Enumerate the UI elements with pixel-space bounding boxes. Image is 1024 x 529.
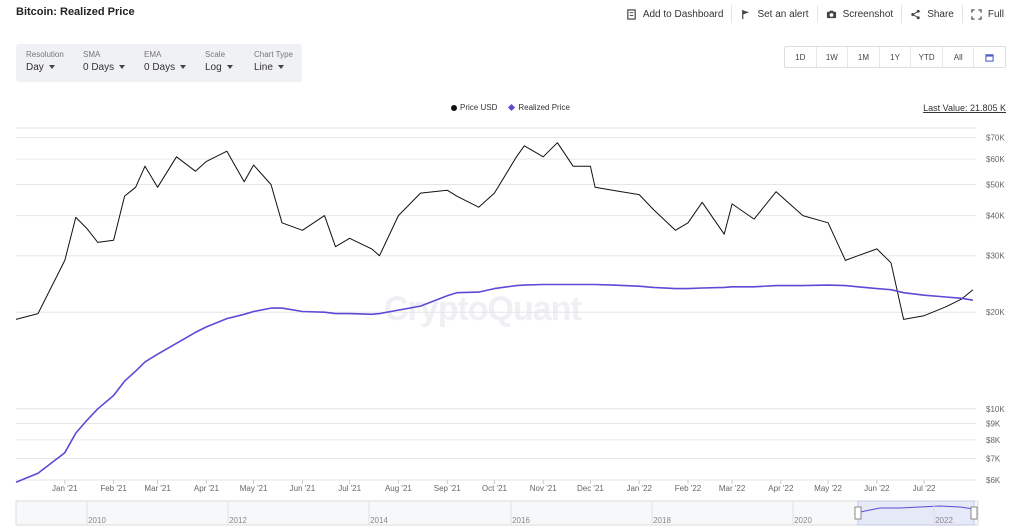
sma-select[interactable]: 0 Days: [83, 62, 125, 73]
chart-type-label: Chart Type: [254, 50, 293, 59]
share-button[interactable]: Share: [901, 5, 962, 23]
x-tick-label: Jul '21: [338, 484, 361, 493]
navigator-year-label: 2022: [935, 516, 953, 525]
set-alert-label: Set an alert: [757, 8, 809, 20]
sma-control[interactable]: SMA 0 Days: [83, 50, 125, 73]
set-alert-button[interactable]: Set an alert: [731, 5, 816, 23]
x-tick-label: Feb '21: [100, 484, 127, 493]
dashboard-icon: [627, 8, 636, 20]
share-label: Share: [927, 8, 954, 20]
x-tick-label: Apr '22: [768, 484, 794, 493]
camera-icon: [826, 10, 836, 18]
navigator-year-label: 2010: [88, 516, 106, 525]
flag-icon: [742, 9, 750, 19]
x-tick-label: Mar '22: [719, 484, 746, 493]
x-tick-label: Jan '22: [626, 484, 652, 493]
chart-legend: Price USD Realized Price: [451, 103, 582, 112]
navigator-selection: [857, 500, 975, 526]
realized-price-line: [15, 283, 974, 484]
x-tick-label: Jul '22: [913, 484, 936, 493]
legend-realized-label: Realized Price: [518, 103, 570, 112]
navigator-year-label: 2016: [512, 516, 530, 525]
chart-type-control[interactable]: Chart Type Line: [254, 50, 293, 73]
range-1m-button[interactable]: 1M: [847, 47, 879, 67]
y-tick-label: $20K: [986, 308, 1005, 317]
resolution-label: Resolution: [26, 50, 64, 59]
x-tick-label: May '22: [814, 484, 842, 493]
ema-label: EMA: [144, 50, 162, 59]
calendar-button[interactable]: [973, 47, 1005, 67]
page-title: Bitcoin: Realized Price: [16, 6, 135, 18]
y-tick-label: $6K: [986, 476, 1001, 485]
x-tick-label: Jun '22: [864, 484, 890, 493]
navigator-year-label: 2014: [370, 516, 388, 525]
x-tick-label: Sep '21: [434, 484, 461, 493]
navigator-frame: [15, 500, 979, 526]
y-tick-label: $30K: [986, 252, 1005, 261]
range-all-button[interactable]: All: [941, 47, 974, 67]
y-tick-label: $40K: [986, 212, 1005, 221]
x-tick-label: Oct '21: [482, 484, 508, 493]
x-tick-label: Apr '21: [194, 484, 220, 493]
x-tick-label: Mar '21: [144, 484, 171, 493]
y-tick-label: $8K: [986, 436, 1001, 445]
header: Bitcoin: Realized Price Add to Dashboard…: [0, 0, 1024, 28]
screenshot-button[interactable]: Screenshot: [816, 5, 902, 23]
resolution-select[interactable]: Day: [26, 62, 64, 73]
resolution-control[interactable]: Resolution Day: [26, 50, 64, 73]
price-marker: [451, 104, 457, 111]
x-tick-label: Nov '21: [530, 484, 557, 493]
legend-price-label: Price USD: [460, 103, 498, 112]
y-tick-label: $10K: [986, 405, 1005, 414]
calendar-icon: [985, 53, 994, 62]
chart-controls: Resolution Day SMA 0 Days EMA 0 Days Sca…: [16, 44, 302, 82]
range-1d-button[interactable]: 1D: [795, 52, 806, 62]
watermark: CryptoQuant: [384, 290, 582, 328]
x-tick-label: Jan '21: [52, 484, 78, 493]
sma-label: SMA: [83, 50, 101, 59]
x-tick-label: May '21: [240, 484, 268, 493]
add-to-dashboard-button[interactable]: Add to Dashboard: [618, 5, 732, 23]
y-tick-label: $50K: [986, 181, 1005, 190]
ema-control[interactable]: EMA 0 Days: [144, 50, 186, 73]
last-value: Last Value: 21.805 K: [923, 103, 1006, 113]
fullscreen-icon: [971, 8, 982, 20]
navigator-right-handle[interactable]: [970, 506, 978, 520]
fullscreen-button[interactable]: Full: [961, 5, 1012, 23]
scale-select[interactable]: Log: [205, 62, 233, 73]
x-tick-label: Dec '21: [577, 484, 604, 493]
share-icon: [911, 9, 920, 19]
toolbar: Add to Dashboard Set an alert Screenshot…: [618, 4, 1012, 24]
x-tick-label: Feb '22: [675, 484, 702, 493]
navigator-line: [859, 505, 975, 513]
legend-item-realized[interactable]: Realized Price: [508, 103, 570, 112]
chart-type-select[interactable]: Line: [254, 62, 293, 73]
range-selector: 1D 1W 1M 1Y YTD All: [784, 46, 1006, 68]
legend-item-price[interactable]: Price USD: [451, 103, 497, 112]
navigator-year-label: 2020: [794, 516, 812, 525]
range-1y-button[interactable]: 1Y: [878, 47, 911, 67]
fullscreen-label: Full: [987, 8, 1004, 20]
y-tick-label: $60K: [986, 155, 1005, 164]
scale-label: Scale: [205, 50, 226, 59]
y-tick-label: $9K: [986, 419, 1001, 428]
x-tick-label: Aug '21: [385, 484, 412, 493]
y-tick-label: $70K: [986, 134, 1005, 143]
price-usd-line: [15, 142, 974, 320]
x-tick-label: Jun '21: [290, 484, 316, 493]
scale-control[interactable]: Scale Log: [205, 50, 233, 73]
screenshot-label: Screenshot: [842, 8, 894, 20]
navigator-year-label: 2012: [229, 516, 247, 525]
navigator-year-label: 2018: [653, 516, 671, 525]
y-tick-label: $7K: [986, 455, 1001, 464]
range-ytd-button[interactable]: YTD: [910, 47, 942, 67]
navigator-left-handle[interactable]: [854, 506, 862, 520]
range-1w-button[interactable]: 1W: [815, 47, 848, 67]
add-to-dashboard-label: Add to Dashboard: [642, 8, 724, 20]
ema-select[interactable]: 0 Days: [144, 62, 186, 73]
